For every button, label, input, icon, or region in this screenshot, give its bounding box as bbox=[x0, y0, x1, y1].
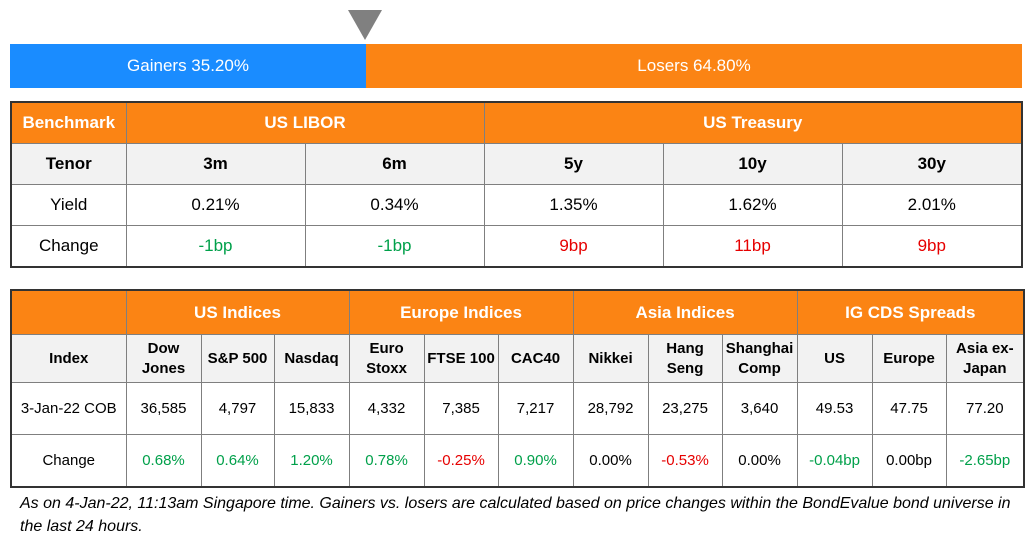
index-name-line2: Japan bbox=[963, 359, 1007, 377]
tenor-cell: 30y bbox=[841, 143, 1023, 185]
index-name-cell: Hang Seng bbox=[647, 334, 723, 383]
tenor-cell: 10y bbox=[662, 143, 843, 185]
group-header-us-indices: US Indices bbox=[125, 289, 350, 335]
us-libor-header: US LIBOR bbox=[125, 101, 485, 144]
index-name-line1: Asia ex- bbox=[956, 339, 1014, 357]
index-name-cell: Asia ex- Japan bbox=[945, 334, 1025, 383]
index-change-cell: -0.53% bbox=[647, 434, 723, 488]
tenor-cell: 6m bbox=[304, 143, 485, 185]
yield-label: Yield bbox=[10, 184, 127, 226]
index-name-cell: Nasdaq bbox=[273, 334, 350, 383]
rates-change-label: Change bbox=[10, 225, 127, 268]
index-name-line1: Dow bbox=[147, 339, 180, 357]
group-header-ig-cds-spreads: IG CDS Spreads bbox=[796, 289, 1025, 335]
index-change-cell: 0.68% bbox=[125, 434, 202, 488]
index-name-cell: Nikkei bbox=[572, 334, 649, 383]
yield-cell: 0.34% bbox=[304, 184, 485, 226]
yield-cell: 0.21% bbox=[125, 184, 306, 226]
tenor-cell: 3m bbox=[125, 143, 306, 185]
index-value-cell: 3,640 bbox=[721, 382, 798, 435]
index-value-cell: 28,792 bbox=[572, 382, 649, 435]
us-treasury-header: US Treasury bbox=[483, 101, 1023, 144]
index-value-cell: 15,833 bbox=[273, 382, 350, 435]
date-label: 3-Jan-22 COB bbox=[10, 382, 127, 435]
index-name-cell: US bbox=[796, 334, 873, 383]
index-change-cell: -2.65bp bbox=[945, 434, 1025, 488]
index-change-cell: 0.64% bbox=[200, 434, 275, 488]
index-corner-cell bbox=[10, 289, 127, 335]
index-name-cell: Euro Stoxx bbox=[348, 334, 425, 383]
index-name-line2: Seng bbox=[666, 359, 704, 377]
indices-change-label: Change bbox=[10, 434, 127, 488]
index-name-line1: Euro bbox=[369, 339, 404, 357]
index-label: Index bbox=[10, 334, 127, 383]
yield-cell: 1.35% bbox=[483, 184, 664, 226]
index-value-cell: 4,797 bbox=[200, 382, 275, 435]
index-name-cell: FTSE 100 bbox=[423, 334, 499, 383]
index-name-line2: Stoxx bbox=[366, 359, 407, 377]
index-value-cell: 49.53 bbox=[796, 382, 873, 435]
index-change-cell: 0.00bp bbox=[871, 434, 947, 488]
index-name-line1: Hang bbox=[666, 339, 704, 357]
yield-cell: 1.62% bbox=[662, 184, 843, 226]
index-value-cell: 77.20 bbox=[945, 382, 1025, 435]
index-change-cell: 0.00% bbox=[721, 434, 798, 488]
index-change-cell: 1.20% bbox=[273, 434, 350, 488]
index-name-cell: S&P 500 bbox=[200, 334, 275, 383]
index-name-line1: Shanghai bbox=[725, 339, 794, 357]
indices-table: US Indices Europe Indices Asia Indices I… bbox=[10, 289, 1026, 488]
index-change-cell: 0.00% bbox=[572, 434, 649, 488]
rates-change-cell: -1bp bbox=[125, 225, 306, 268]
tenor-cell: 5y bbox=[483, 143, 664, 185]
ratio-marker-arrow bbox=[348, 10, 382, 40]
losers-segment: Losers 64.80% bbox=[366, 44, 1022, 88]
rates-table: Benchmark US LIBOR US Treasury Tenor 3m … bbox=[10, 101, 1024, 268]
index-value-cell: 36,585 bbox=[125, 382, 202, 435]
index-name-cell: Dow Jones bbox=[125, 334, 202, 383]
rates-change-cell: -1bp bbox=[304, 225, 485, 268]
gainers-segment: Gainers 35.20% bbox=[10, 44, 366, 88]
index-change-cell: -0.25% bbox=[423, 434, 499, 488]
index-name-line2: Jones bbox=[141, 359, 186, 377]
index-change-cell: 0.78% bbox=[348, 434, 425, 488]
tenor-label: Tenor bbox=[10, 143, 127, 185]
index-value-cell: 7,385 bbox=[423, 382, 499, 435]
benchmark-header: Benchmark bbox=[10, 101, 127, 144]
index-change-cell: -0.04bp bbox=[796, 434, 873, 488]
index-name-line2: Comp bbox=[738, 359, 781, 377]
group-header-europe-indices: Europe Indices bbox=[348, 289, 574, 335]
index-name-cell: CAC40 bbox=[497, 334, 574, 383]
yield-cell: 2.01% bbox=[841, 184, 1023, 226]
rates-change-cell: 9bp bbox=[841, 225, 1023, 268]
index-name-cell: Shanghai Comp bbox=[721, 334, 798, 383]
footnote: As on 4-Jan-22, 11:13am Singapore time. … bbox=[20, 495, 1011, 535]
rates-change-cell: 11bp bbox=[662, 225, 843, 268]
index-value-cell: 47.75 bbox=[871, 382, 947, 435]
group-header-asia-indices: Asia Indices bbox=[572, 289, 798, 335]
index-value-cell: 7,217 bbox=[497, 382, 574, 435]
index-value-cell: 4,332 bbox=[348, 382, 425, 435]
index-value-cell: 23,275 bbox=[647, 382, 723, 435]
index-change-cell: 0.90% bbox=[497, 434, 574, 488]
gainers-losers-bar: Gainers 35.20% Losers 64.80% bbox=[10, 44, 1022, 88]
rates-change-cell: 9bp bbox=[483, 225, 664, 268]
index-name-cell: Europe bbox=[871, 334, 947, 383]
